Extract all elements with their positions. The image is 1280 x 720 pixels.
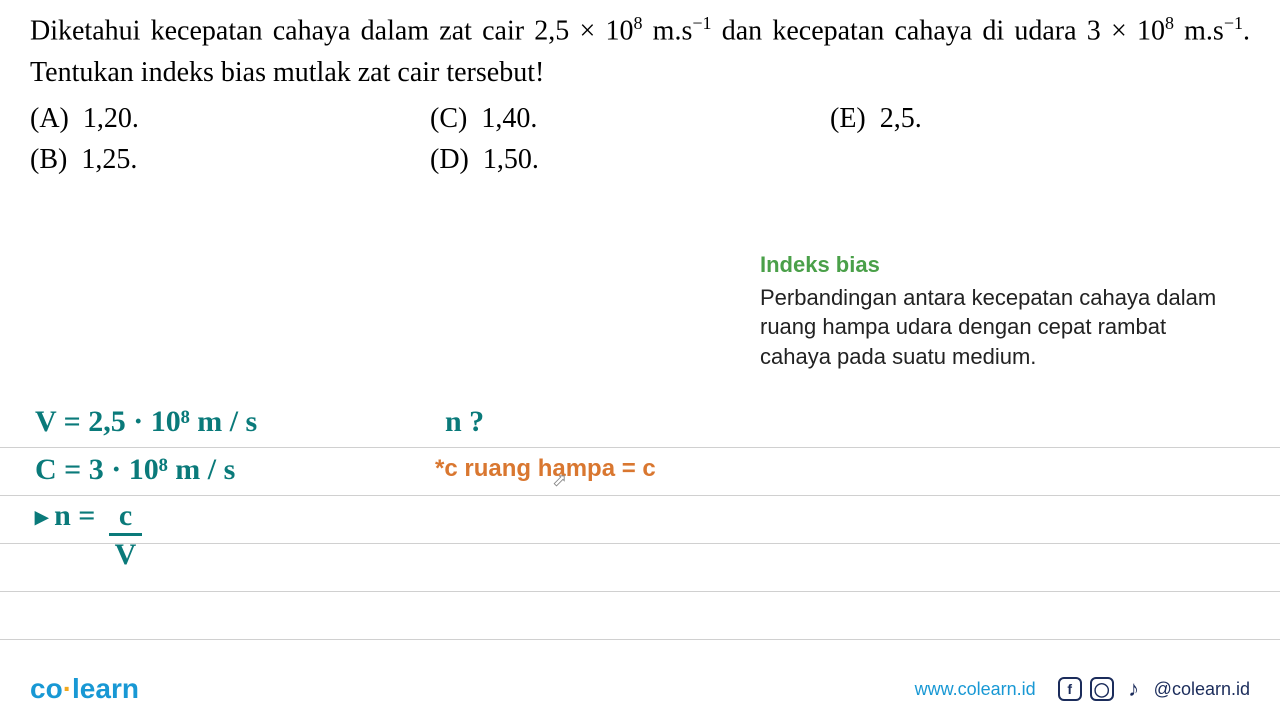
ruled-line (0, 592, 1280, 640)
definition-title: Indeks bias (760, 250, 1230, 280)
handwriting-formula: ▸n = c V (35, 501, 142, 570)
handwriting-given-c: C = 3 · 10⁸ m / s (35, 453, 235, 487)
option-b: (B) 1,25. (30, 140, 430, 181)
ruled-line (0, 496, 1280, 544)
footer-url: www.colearn.id (915, 679, 1036, 700)
option-a: (A) 1,20. (30, 99, 430, 140)
footer-handles: f ◯ ♪ @colearn.id (1058, 677, 1250, 701)
definition-box: Indeks bias Perbandingan antara kecepata… (760, 250, 1230, 372)
tiktok-icon: ♪ (1122, 677, 1146, 701)
formula-denominator: V (109, 536, 142, 570)
footer-handle: @colearn.id (1154, 679, 1250, 700)
brand-logo: co·learn (30, 673, 139, 705)
option-c: (C) 1,40. (430, 99, 830, 140)
footer: co·learn www.colearn.id f ◯ ♪ @colearn.i… (0, 673, 1280, 705)
cursor-icon: ⬀ (552, 470, 567, 491)
handwriting-note-c: *c ruang hampa = c (435, 455, 656, 483)
facebook-icon: f (1058, 677, 1082, 701)
option-e: (E) 2,5. (830, 99, 1130, 140)
options-row: (A) 1,20. (B) 1,25. (C) 1,40. (D) 1,50. … (0, 94, 1280, 185)
arrow-icon: ▸ (35, 502, 48, 531)
handwriting-ask-n: n ? (445, 405, 484, 439)
ruled-line (0, 544, 1280, 592)
option-d: (D) 1,50. (430, 140, 830, 181)
question-text: Diketahui kecepatan cahaya dalam zat cai… (0, 0, 1280, 94)
formula-numerator: c (109, 501, 142, 536)
work-area: V = 2,5 · 10⁸ m / s C = 3 · 10⁸ m / s n … (0, 400, 1280, 640)
handwriting-given-v: V = 2,5 · 10⁸ m / s (35, 405, 257, 439)
instagram-icon: ◯ (1090, 677, 1114, 701)
definition-body: Perbandingan antara kecepatan cahaya dal… (760, 283, 1230, 372)
